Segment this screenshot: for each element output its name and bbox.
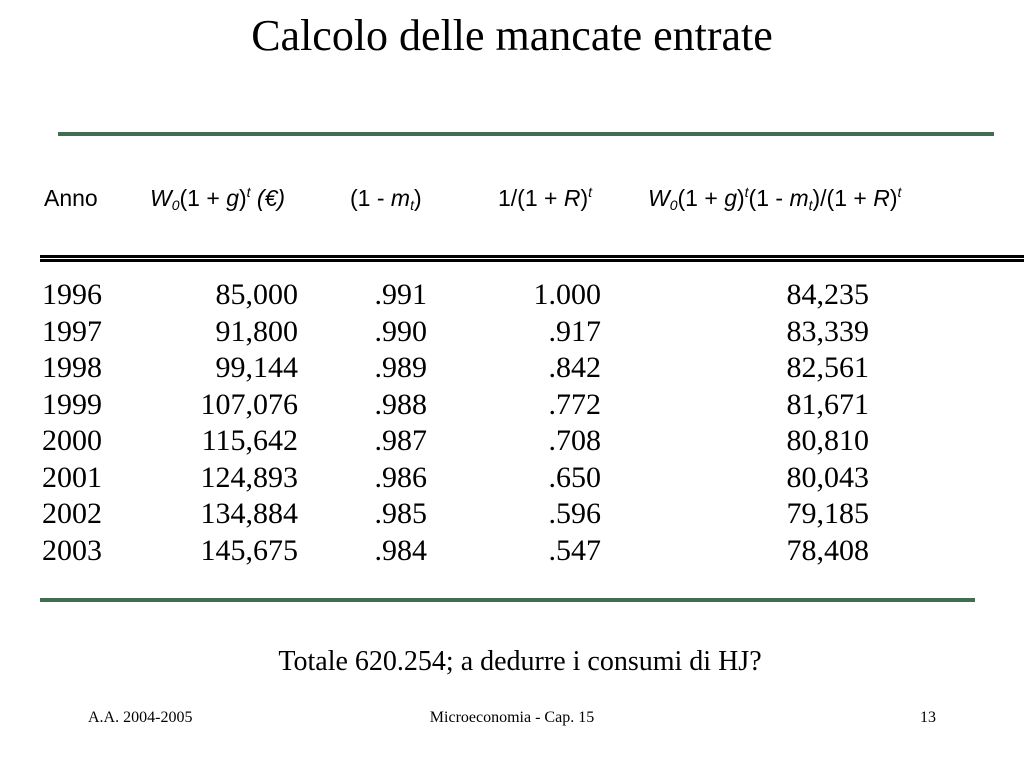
header-w0: W0(1 + g)t (€) xyxy=(150,183,285,213)
m-symbol: m xyxy=(390,185,411,211)
table-row: 2000 115,642 .987 .708 80,810 xyxy=(0,423,1024,460)
result-cell: 78,408 xyxy=(786,533,870,567)
top-divider xyxy=(58,132,994,136)
table-row: 1998 99,144 .989 .842 82,561 xyxy=(0,350,1024,387)
res-close: ) xyxy=(736,185,745,211)
result-cell: 81,671 xyxy=(786,387,870,421)
result-cell: 83,339 xyxy=(786,314,870,348)
m-close: ) xyxy=(413,185,422,211)
m-cell: .987 xyxy=(374,424,428,457)
m-open: (1 - xyxy=(350,185,391,211)
result-cell: 79,185 xyxy=(786,497,870,530)
res-m: m xyxy=(789,185,809,211)
t-exponent: t xyxy=(246,184,251,200)
w-subscript: 0 xyxy=(171,197,180,213)
table-row: 1996 85,000 .991 1.000 84,235 xyxy=(0,277,1024,314)
header-r: 1/(1 + R)t xyxy=(498,183,592,213)
w-cell: 134,884 xyxy=(200,497,299,530)
w-cell: 107,076 xyxy=(200,387,299,421)
w-cell: 85,000 xyxy=(215,278,299,311)
res-close2: ) xyxy=(889,185,898,211)
res-r: R xyxy=(873,185,890,211)
w-cell: 91,800 xyxy=(215,314,299,348)
m-cell: .991 xyxy=(374,278,428,311)
g-symbol: g xyxy=(226,185,239,211)
result-cell: 80,043 xyxy=(786,460,870,494)
euro-unit: (€) xyxy=(250,185,286,211)
year-cell: 2003 xyxy=(42,533,102,567)
r-exponent: t xyxy=(588,184,593,200)
table-row: 1999 107,076 .988 .772 81,671 xyxy=(0,387,1024,424)
total-note: Totale 620.254; a dedurre i consumi di H… xyxy=(278,646,762,677)
year-cell: 1996 xyxy=(42,278,102,311)
result-cell: 82,561 xyxy=(786,351,870,384)
w-cell: 99,144 xyxy=(215,351,299,384)
header-anno: Anno xyxy=(44,185,98,211)
w-paren: (1 + xyxy=(179,185,227,211)
m-cell: .988 xyxy=(374,387,428,421)
res-open: (1 + xyxy=(677,185,725,211)
m-cell: .984 xyxy=(374,533,428,567)
r-symbol: R xyxy=(563,185,581,211)
data-table: 1996 85,000 .991 1.000 84,235 1997 91,80… xyxy=(0,277,1024,569)
year-cell: 1998 xyxy=(42,351,102,384)
r-cell: .547 xyxy=(548,533,602,567)
table-row: 2001 124,893 .986 .650 80,043 xyxy=(0,460,1024,497)
footer-academic-year: A.A. 2004-2005 xyxy=(88,709,193,726)
bottom-divider xyxy=(40,598,975,602)
slide-title: Calcolo delle mancate entrate xyxy=(251,11,773,60)
r-cell: .772 xyxy=(548,387,602,421)
m-subscript: t xyxy=(410,197,414,213)
res-w: W xyxy=(648,185,670,211)
r-cell: .650 xyxy=(548,460,602,494)
header-double-rule xyxy=(40,255,1024,262)
result-cell: 80,810 xyxy=(786,424,870,457)
year-cell: 1997 xyxy=(42,314,102,348)
year-cell: 1999 xyxy=(42,387,102,421)
m-cell: .986 xyxy=(374,460,428,494)
res-mid2: )/(1 + xyxy=(812,185,874,211)
res-g: g xyxy=(724,185,737,211)
r-close: ) xyxy=(580,185,589,211)
res-mid: (1 - xyxy=(748,185,790,211)
r-cell: .708 xyxy=(548,424,602,457)
table-row: 2003 145,675 .984 .547 78,408 xyxy=(0,533,1024,570)
m-cell: .985 xyxy=(374,497,428,530)
year-cell: 2001 xyxy=(42,460,102,494)
header-result: W0(1 + g)t(1 - mt)/(1 + R)t xyxy=(648,183,901,213)
close-paren: ) xyxy=(238,185,247,211)
w-cell: 124,893 xyxy=(200,460,299,494)
res-m-sub: t xyxy=(808,197,813,213)
w-cell: 115,642 xyxy=(201,424,298,457)
r-cell: 1.000 xyxy=(533,278,602,311)
header-m: (1 - mt) xyxy=(350,183,422,213)
r-cell: .596 xyxy=(548,497,602,530)
year-cell: 2000 xyxy=(42,424,102,457)
m-cell: .990 xyxy=(374,314,428,348)
w-cell: 145,675 xyxy=(200,533,299,567)
m-cell: .989 xyxy=(374,351,428,384)
w-symbol: W xyxy=(150,185,172,211)
table-row: 2002 134,884 .985 .596 79,185 xyxy=(0,496,1024,533)
footer-page-number: 13 xyxy=(920,709,936,726)
res-w-sub: 0 xyxy=(669,197,678,213)
result-cell: 84,235 xyxy=(786,278,870,311)
footer-course: Microeconomia - Cap. 15 xyxy=(429,709,595,726)
year-cell: 2002 xyxy=(42,497,102,530)
r-open: 1/(1 + xyxy=(498,185,564,211)
res-t2: t xyxy=(897,184,902,200)
res-t: t xyxy=(744,184,749,200)
r-cell: .917 xyxy=(548,314,602,348)
r-cell: .842 xyxy=(548,351,602,384)
table-row: 1997 91,800 .990 .917 83,339 xyxy=(0,314,1024,351)
